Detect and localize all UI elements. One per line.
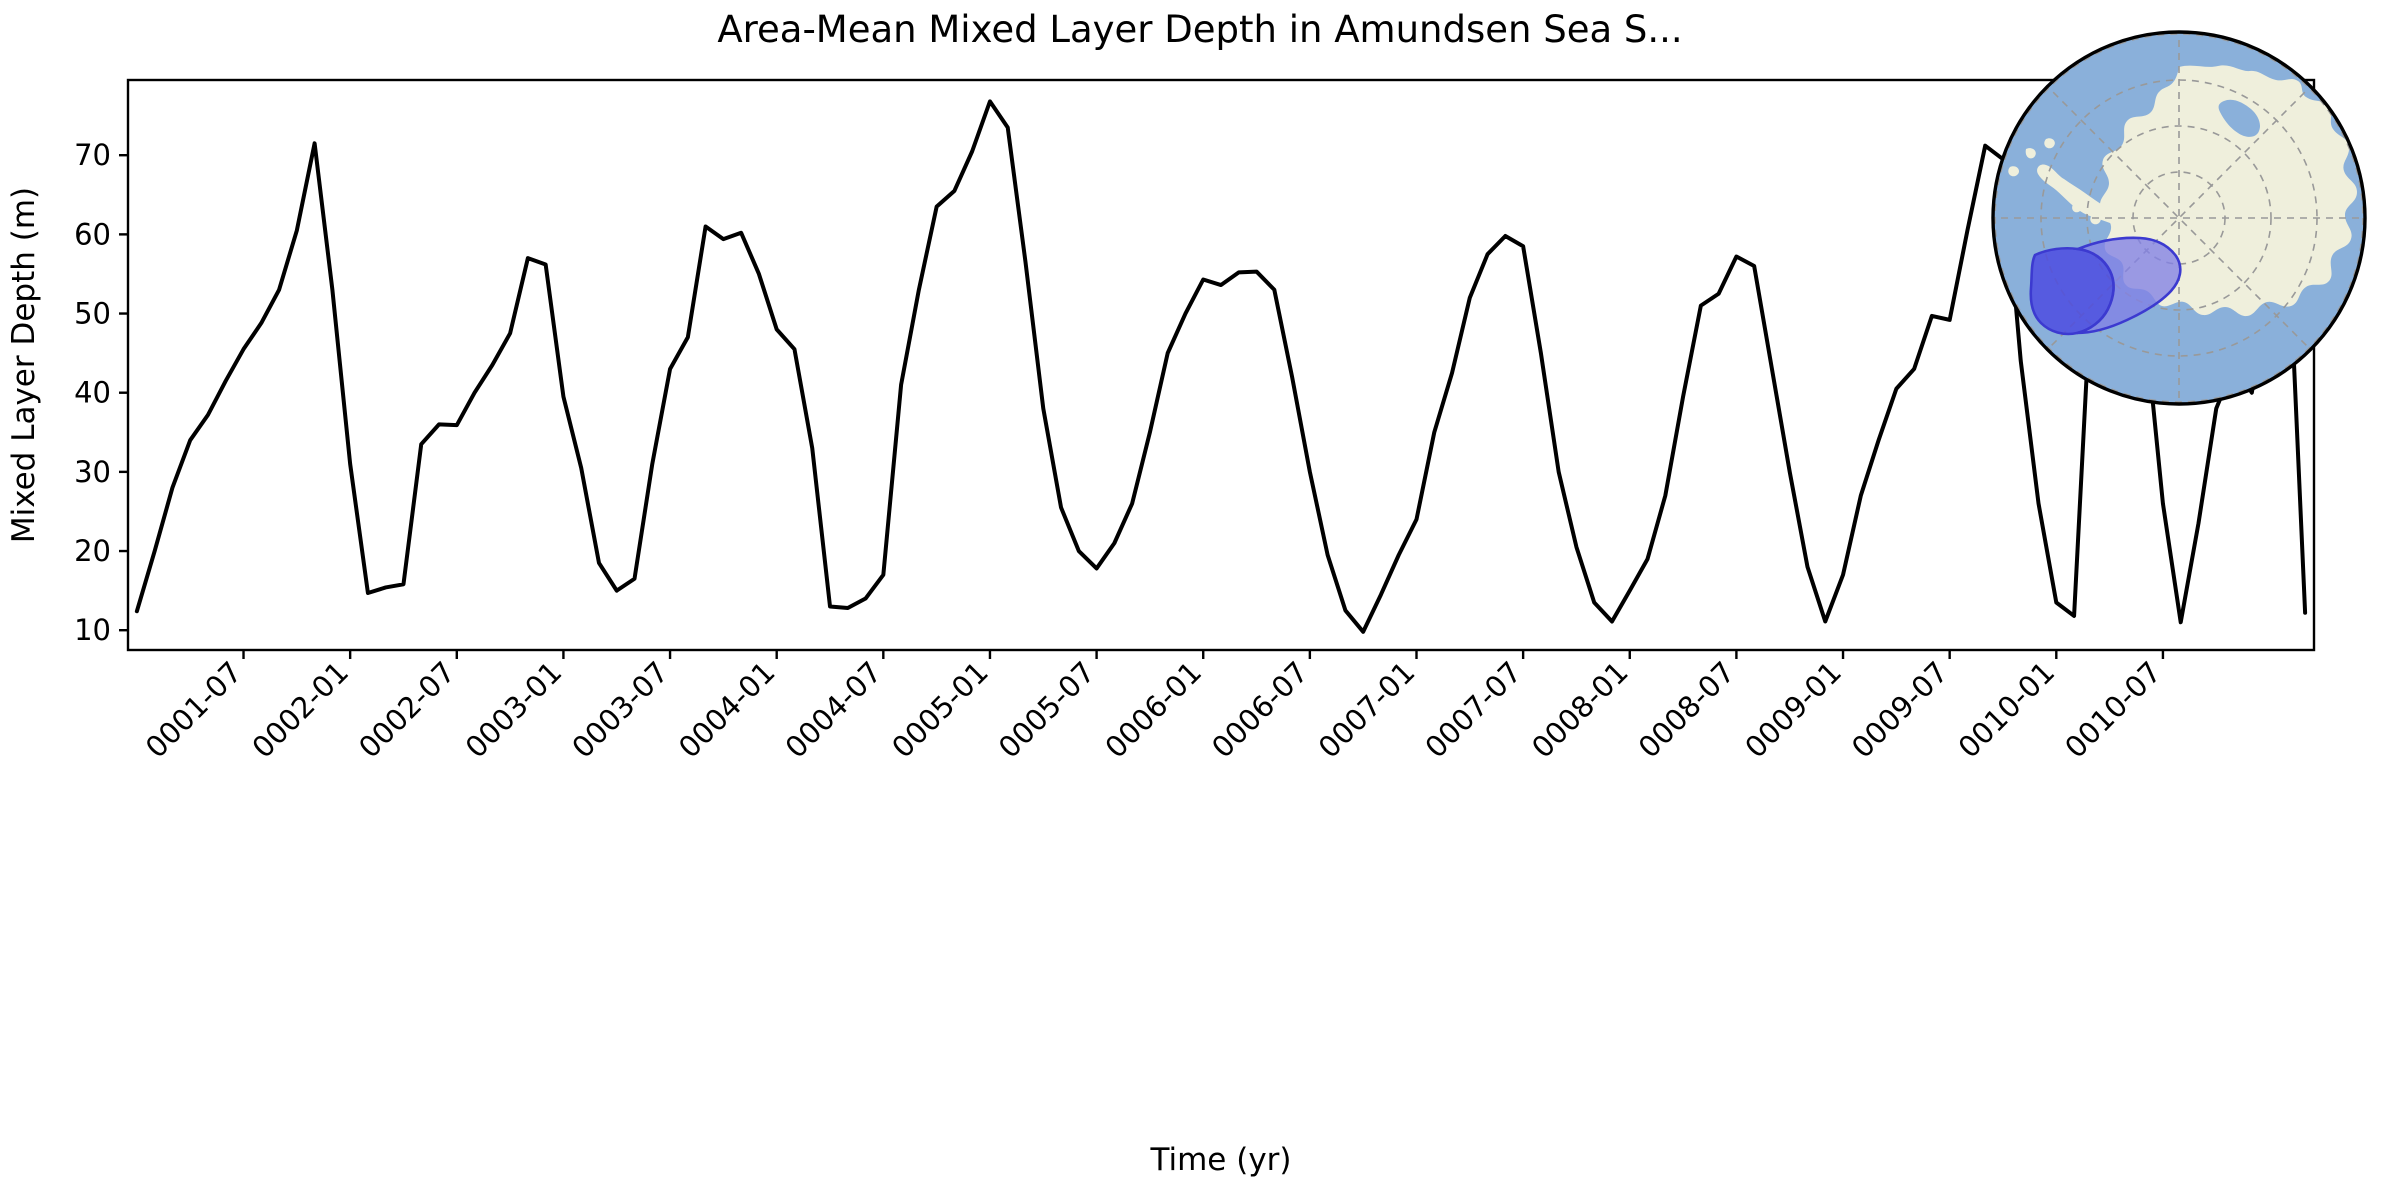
mixed-layer-depth-line [134,99,2308,634]
x-axis-ticks: 0001-070002-010002-070003-010003-070004-… [139,650,2168,765]
y-tick-label: 30 [74,455,111,489]
weddell-sea-embayment [2218,99,2261,137]
x-tick-label: 0007-07 [1418,655,1528,765]
y-tick-label: 70 [74,138,111,172]
antarctica-locator-inset [1991,30,2367,406]
y-axis-title: Mixed Layer Depth (m) [6,187,42,543]
chart-title: Area-Mean Mixed Layer Depth in Amundsen … [717,8,1683,51]
x-tick-label: 0002-07 [352,655,462,765]
x-tick-label: 0009-01 [1738,655,1848,765]
ross-sea-embayment [2155,306,2221,337]
y-axis-ticks: 10 20 30 40 50 60 70 [74,138,128,647]
x-tick-label: 0006-01 [1098,655,1208,765]
y-tick-label: 20 [74,534,111,568]
antarctic-peninsula [2037,164,2126,228]
x-tick-label: 0005-07 [992,655,1102,765]
amundsen-sector-land-highlight [2072,236,2182,335]
plot-frame-border [126,78,2316,652]
x-tick-label: 0009-07 [1845,655,1955,765]
x-tick-label: 0003-01 [459,655,569,765]
x-tick-label: 0002-01 [245,655,355,765]
y-tick-label: 50 [74,297,111,331]
x-tick-label: 0008-01 [1525,655,1635,765]
x-tick-label: 0010-01 [1952,655,2062,765]
x-tick-label: 0004-07 [779,655,889,765]
y-tick-label: 10 [74,613,111,647]
x-tick-label: 0004-01 [672,655,782,765]
peninsula-islands [2008,138,2101,225]
axes-frame [126,78,2316,652]
globe-outline [1991,30,2367,406]
x-tick-label: 0003-07 [565,655,675,765]
x-tick-label: 0008-07 [1632,655,1742,765]
y-tick-label: 40 [74,376,111,410]
x-tick-label: 0005-01 [885,655,995,765]
map-contents [1993,32,2365,404]
x-tick-label: 0001-07 [139,655,249,765]
x-tick-label: 0006-07 [1205,655,1315,765]
y-tick-label: 60 [74,217,111,251]
x-tick-label: 0010-07 [2058,655,2168,765]
x-axis-title: Time (yr) [1150,1142,1292,1178]
x-tick-label: 0007-01 [1312,655,1422,765]
